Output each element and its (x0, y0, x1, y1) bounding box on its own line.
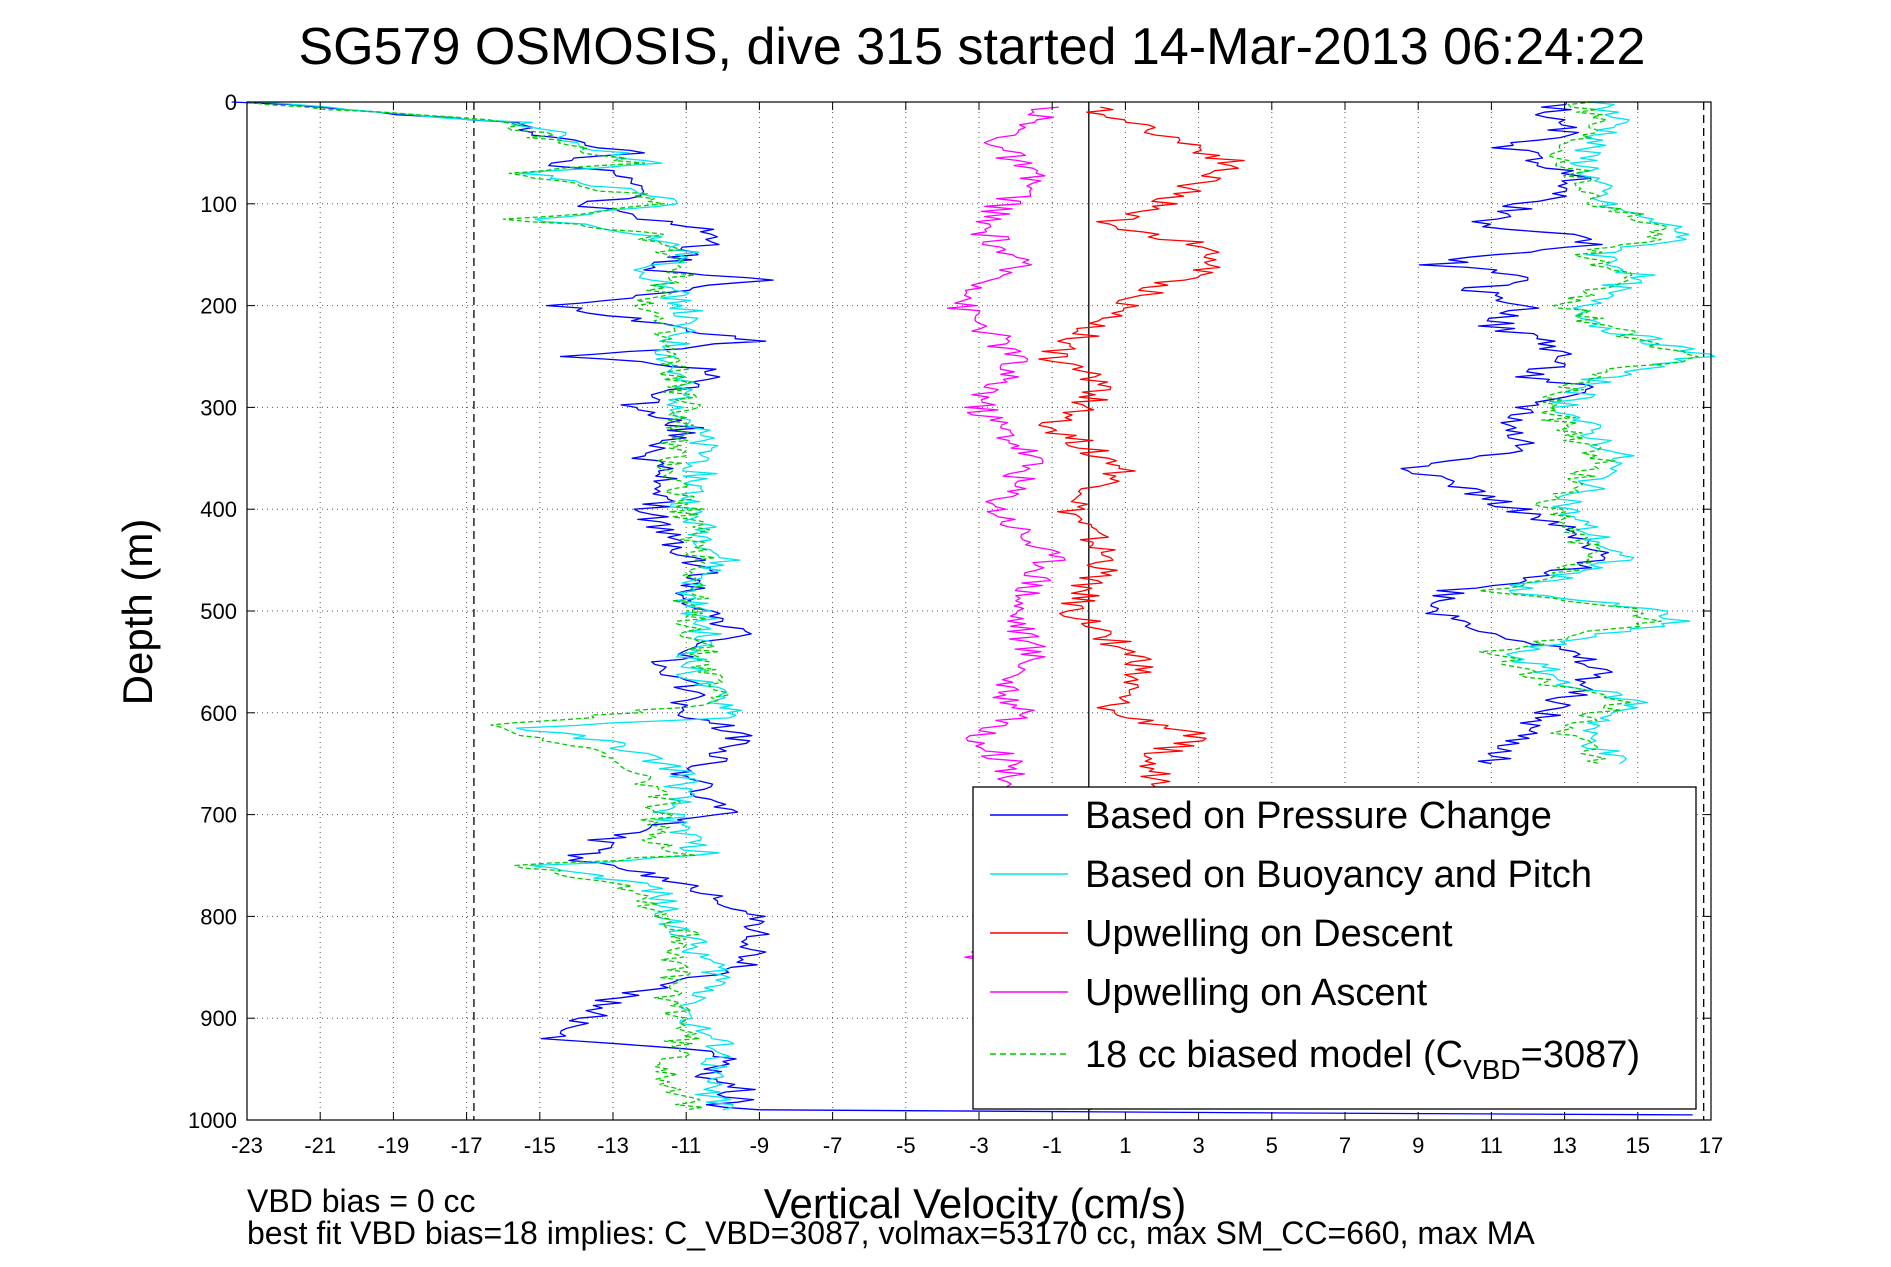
y-tick-label: 200 (200, 294, 237, 319)
series-line (248, 101, 729, 1111)
x-tick-label: -3 (969, 1133, 989, 1158)
x-tick-label: 13 (1552, 1133, 1576, 1158)
axis-ticks: -23 -21 -19 -17 -15 -13 -11 -9 -7 -5 -3 -1 1 3 5 7 9 11 13… (188, 90, 1723, 1158)
x-tick-label: -15 (524, 1133, 556, 1158)
x-tick-label: -11 (671, 1133, 701, 1158)
y-tick-label: 600 (200, 701, 237, 726)
x-tick-label: 1 (1119, 1133, 1131, 1158)
y-tick-label: 0 (225, 90, 237, 115)
chart-title: SG579 OSMOSIS, dive 315 started 14-Mar-2… (299, 18, 1646, 76)
footer-vbd-bias: VBD bias = 0 cc (247, 1183, 476, 1219)
x-axis-label: Vertical Velocity (cm/s) (764, 1180, 1186, 1227)
x-tick-label: -5 (896, 1133, 916, 1158)
y-tick-label: 400 (200, 497, 237, 522)
series-line (1400, 101, 1613, 765)
x-tick-label: 15 (1626, 1133, 1650, 1158)
legend-label: Upwelling on Ascent (1085, 972, 1428, 1014)
series-line (759, 1109, 1693, 1116)
x-tick-label: -1 (1042, 1133, 1062, 1158)
x-tick-label: -13 (597, 1133, 629, 1158)
y-tick-label: 700 (200, 803, 237, 828)
x-tick-label: 17 (1699, 1133, 1723, 1158)
legend: Based on Pressure Change Based on Buoyanc… (972, 786, 1697, 1110)
x-tick-label: 3 (1192, 1133, 1204, 1158)
x-tick-label: -7 (823, 1133, 843, 1158)
legend-label: Based on Buoyancy and Pitch (1085, 854, 1592, 896)
x-tick-label: 9 (1412, 1133, 1424, 1158)
y-tick-label: 900 (200, 1006, 237, 1031)
series-line (263, 101, 743, 1111)
x-tick-label: 5 (1266, 1133, 1278, 1158)
legend-label: Based on Pressure Change (1085, 795, 1552, 837)
footer-best-fit: best fit VBD bias=18 implies: C_VBD=3087… (247, 1215, 1535, 1251)
x-tick-label: 7 (1339, 1133, 1351, 1158)
y-axis-label: Depth (m) (114, 519, 161, 706)
legend-label: 18 cc biased model (CVBD=3087) (1085, 1034, 1640, 1085)
legend-label: Upwelling on Descent (1085, 913, 1453, 955)
x-tick-label: -9 (750, 1133, 770, 1158)
y-tick-label: 100 (200, 192, 237, 217)
x-tick-label: -23 (231, 1133, 263, 1158)
x-tick-label: -19 (378, 1133, 410, 1158)
y-tick-label: 800 (200, 904, 237, 929)
series-line (1478, 101, 1699, 765)
legend-box (972, 786, 1697, 1110)
x-tick-label: -21 (304, 1133, 336, 1158)
y-tick-label: 500 (200, 599, 237, 624)
x-tick-label: -17 (451, 1133, 483, 1158)
series-line (1506, 101, 1716, 765)
x-tick-label: 11 (1480, 1133, 1503, 1158)
y-tick-label: 1000 (188, 1108, 237, 1133)
y-tick-label: 300 (200, 395, 237, 420)
